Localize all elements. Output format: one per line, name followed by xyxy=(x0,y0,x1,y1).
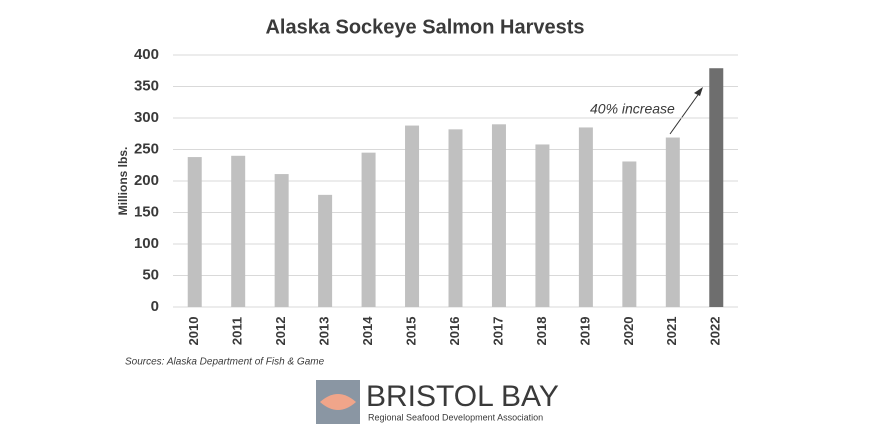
x-tick-label: 2019 xyxy=(577,317,592,346)
bar xyxy=(274,174,289,307)
source-note: Sources: Alaska Department of Fish & Gam… xyxy=(125,357,325,368)
x-tick-label: 2017 xyxy=(490,317,505,346)
bar xyxy=(578,127,593,307)
annotation: 40% increase xyxy=(590,101,675,117)
x-tick-label: 2018 xyxy=(534,317,549,346)
y-tick-label: 200 xyxy=(134,172,159,189)
x-tick-label: 2013 xyxy=(317,317,332,346)
chart-title: Alaska Sockeye Salmon Harvests xyxy=(265,16,584,38)
x-tick-label: 2014 xyxy=(360,316,375,346)
y-axis-label: Millions lbs. xyxy=(116,147,130,216)
bar xyxy=(318,194,333,307)
bar xyxy=(448,129,463,307)
x-tick-label: 2020 xyxy=(621,317,636,346)
x-tick-label: 2012 xyxy=(273,317,288,346)
bar xyxy=(535,144,550,307)
bar xyxy=(361,152,376,307)
y-tick-label: 150 xyxy=(134,203,159,220)
y-tick-label: 300 xyxy=(134,109,159,126)
x-tick-label: 2015 xyxy=(403,317,418,346)
y-tick-label: 400 xyxy=(134,46,159,63)
x-tick-label: 2021 xyxy=(664,317,679,346)
bar xyxy=(491,124,506,307)
bar xyxy=(187,157,202,307)
logo-name: BRISTOL BAY xyxy=(366,380,559,413)
x-tick-label: 2016 xyxy=(447,317,462,346)
bar xyxy=(622,161,637,307)
annotation-arrow xyxy=(669,91,701,135)
y-tick-label: 0 xyxy=(151,298,159,315)
x-tick-label: 2010 xyxy=(186,317,201,346)
bar xyxy=(709,68,724,307)
x-tick-label: 2011 xyxy=(230,317,245,345)
y-tick-label: 350 xyxy=(134,77,159,94)
logo-tagline: Regional Seafood Development Association xyxy=(368,412,543,422)
bar xyxy=(231,155,246,307)
y-tick-label: 50 xyxy=(142,266,159,283)
y-tick-label: 100 xyxy=(134,235,159,252)
logo: BRISTOL BAY Regional Seafood Development… xyxy=(316,380,559,424)
bar xyxy=(405,125,420,307)
x-tick-label: 2022 xyxy=(708,317,723,346)
y-tick-label: 250 xyxy=(134,140,159,157)
bar xyxy=(665,137,680,307)
annotation-arrowhead xyxy=(694,87,703,96)
logo-fish xyxy=(320,394,356,410)
